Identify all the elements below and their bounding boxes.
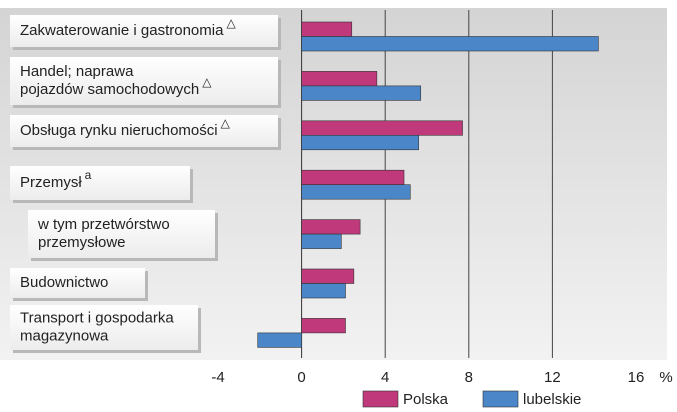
x-tick-label: 0 bbox=[297, 369, 305, 386]
category-label: w tym przetwórstwo przemysłowe bbox=[37, 216, 170, 251]
bar bbox=[301, 268, 355, 284]
category-line: Obsługa rynku nieruchomości bbox=[20, 122, 218, 139]
label-box bbox=[28, 210, 215, 258]
category-note: a bbox=[85, 168, 92, 182]
label-box bbox=[10, 268, 145, 298]
category-line: Zakwaterowanie i gastronomia bbox=[20, 22, 224, 39]
bar bbox=[257, 332, 302, 348]
bar bbox=[301, 184, 411, 200]
x-tick-label: 12 bbox=[544, 369, 561, 386]
category-label: Handel; naprawa pojazdów samochodowych △ bbox=[20, 63, 212, 98]
bar bbox=[301, 233, 342, 249]
category-line: Handel; naprawa bbox=[20, 63, 134, 80]
category-note: △ bbox=[202, 75, 212, 89]
label-box bbox=[10, 305, 198, 350]
legend-label: Polska bbox=[403, 391, 449, 408]
legend-swatch bbox=[362, 390, 399, 408]
bar bbox=[301, 36, 599, 52]
category-label: Przemysł a bbox=[20, 168, 92, 191]
category-line: Transport i gospodarka bbox=[20, 309, 174, 326]
x-unit: % bbox=[659, 369, 672, 386]
label-box bbox=[10, 15, 278, 47]
label-box bbox=[10, 166, 190, 200]
bar bbox=[301, 21, 353, 37]
category-line: przemysłowe bbox=[38, 234, 126, 251]
label-box bbox=[10, 115, 278, 147]
bar bbox=[301, 318, 346, 334]
x-tick-label: 4 bbox=[381, 369, 389, 386]
legend-swatch bbox=[482, 390, 519, 408]
bar bbox=[301, 219, 361, 235]
bar bbox=[301, 85, 422, 101]
category-line: Budownictwo bbox=[20, 274, 108, 291]
x-tick-label: -4 bbox=[211, 369, 224, 386]
category-label: Transport i gospodarka magazynowa bbox=[20, 309, 174, 344]
category-line: w tym przetwórstwo bbox=[37, 216, 170, 233]
category-label: Budownictwo bbox=[20, 274, 108, 291]
bar bbox=[301, 169, 405, 185]
bar bbox=[301, 283, 346, 299]
bar bbox=[301, 135, 419, 151]
category-line: Przemysł bbox=[20, 174, 82, 191]
category-line: magazynowa bbox=[20, 327, 109, 344]
bar bbox=[301, 120, 463, 136]
category-note: △ bbox=[221, 116, 231, 130]
label-box bbox=[10, 57, 278, 105]
bar bbox=[301, 71, 378, 87]
x-tick-label: 8 bbox=[465, 369, 473, 386]
category-label: Zakwaterowanie i gastronomia △ bbox=[20, 16, 236, 39]
category-note: △ bbox=[226, 16, 236, 30]
x-tick-label: 16 bbox=[628, 369, 645, 386]
category-line: pojazdów samochodowych bbox=[20, 81, 199, 98]
category-label: Obsługa rynku nieruchomości △ bbox=[20, 116, 231, 139]
legend-label: lubelskie bbox=[523, 391, 581, 408]
